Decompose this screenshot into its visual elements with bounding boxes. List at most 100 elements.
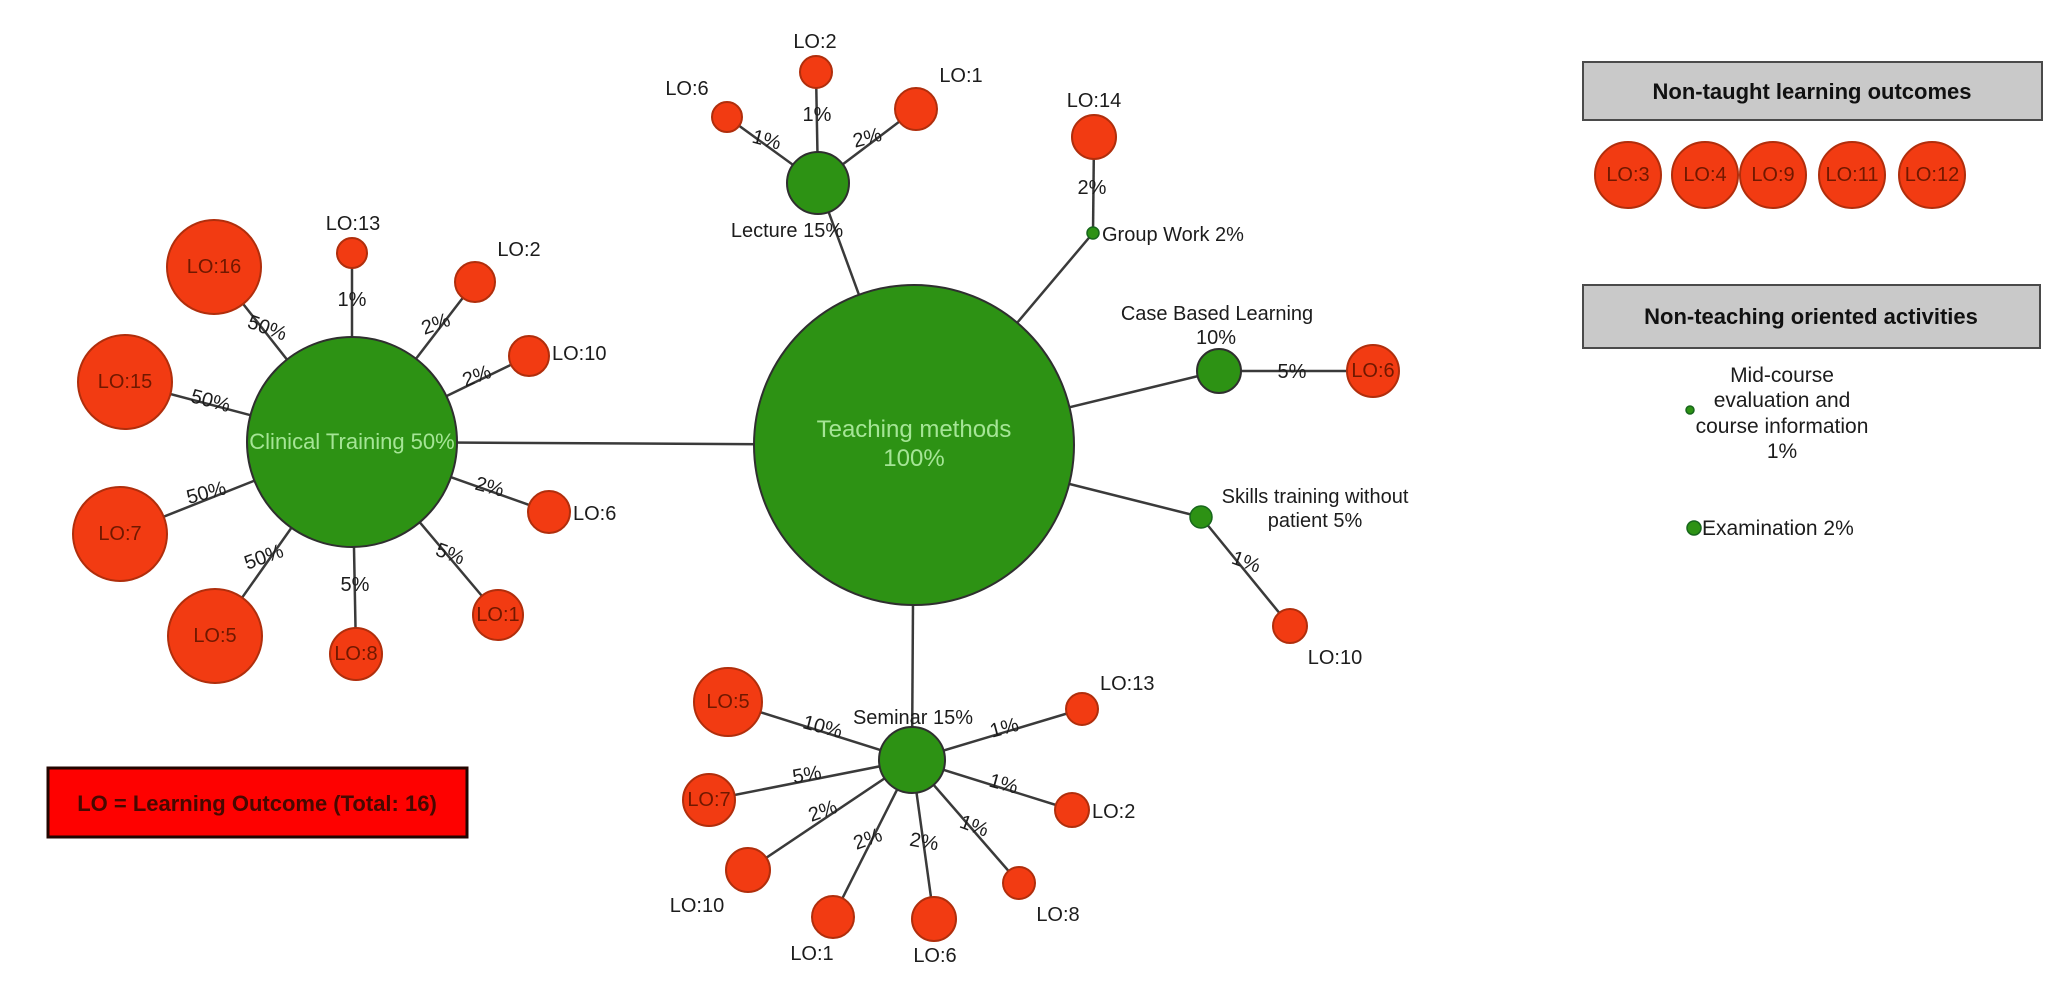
- node-lo16: [166, 219, 262, 315]
- legend-non-taught: Non-taught learning outcomes LO:3 LO:4 L…: [1582, 61, 2043, 209]
- node-label: LO:6: [1351, 360, 1394, 382]
- legend-item-label: course information: [1696, 415, 1869, 438]
- edge-label: 2%: [1078, 177, 1107, 199]
- cluster-clinical-training: Clinical Training 50% LO:16 LO:13 LO:2 L…: [72, 213, 616, 684]
- node-label: LO:7: [98, 523, 141, 545]
- cluster-seminar: Seminar 15% LO:5 LO:7 LO:10 LO:1 LO:6 LO…: [670, 667, 1154, 967]
- node-lo10: [1272, 608, 1308, 644]
- edge-label: 5%: [791, 762, 824, 789]
- node-lo2: [454, 261, 496, 303]
- node-skills-training: [1189, 505, 1213, 529]
- node-label: LO:13: [1100, 673, 1154, 695]
- node-label: LO:2: [497, 239, 540, 261]
- note-label: LO = Learning Outcome (Total: 16): [77, 791, 437, 816]
- edge-label: 1%: [988, 714, 1022, 743]
- edge-label: 1%: [1229, 547, 1264, 578]
- edge-label: 5%: [433, 539, 468, 570]
- node-label: LO:1: [939, 65, 982, 87]
- node-teaching-methods: [753, 284, 1075, 606]
- legend-header-box: [1582, 61, 2043, 121]
- edge-label: 5%: [1278, 361, 1307, 383]
- node-label: LO:7: [687, 789, 730, 811]
- legend-title: Non-taught learning outcomes: [1653, 79, 1972, 104]
- cluster-case-based-learning: Case Based Learning 10% LO:6 5%: [1121, 303, 1400, 398]
- node-label: LO:10: [670, 895, 724, 917]
- node-lo6: [1346, 344, 1400, 398]
- node-label: LO:11: [1826, 164, 1879, 186]
- cluster-group-work: Group Work 2% LO:14 2%: [1067, 90, 1244, 246]
- node-lo5: [167, 588, 263, 684]
- node-lo9: [1739, 141, 1807, 209]
- node-lo8: [329, 627, 383, 681]
- edge-label: 1%: [338, 289, 367, 311]
- node-label: Group Work 2%: [1102, 224, 1244, 246]
- node-lo1: [811, 895, 855, 939]
- node-midcourse-evaluation: [1685, 405, 1695, 415]
- node-lo14: [1071, 114, 1117, 160]
- node-label: LO:6: [573, 503, 616, 525]
- node-case-based-learning: [1196, 348, 1242, 394]
- edge-label: 2%: [851, 824, 886, 855]
- node-label: LO:14: [1067, 90, 1121, 112]
- node-label: LO:5: [193, 625, 236, 647]
- node-lo2: [1054, 792, 1090, 828]
- node-label: LO:8: [334, 643, 377, 665]
- edge-label: 1%: [957, 811, 992, 842]
- legend-non-teaching: Non-teaching oriented activities Mid-cou…: [1582, 284, 2041, 540]
- edge-label: 10%: [800, 711, 845, 743]
- legend-title: Non-teaching oriented activities: [1644, 304, 1978, 329]
- edge-label: 50%: [188, 385, 233, 417]
- node-label: LO:2: [1092, 801, 1135, 823]
- node-label: 100%: [883, 445, 944, 472]
- node-label: LO:12: [1905, 164, 1959, 186]
- node-label: Seminar 15%: [853, 707, 973, 729]
- node-lo12: [1898, 141, 1966, 209]
- node-label: LO:10: [1308, 647, 1362, 669]
- node-lo2: [799, 55, 833, 89]
- node-label: LO:6: [665, 78, 708, 100]
- node-label: LO:3: [1606, 164, 1649, 186]
- node-lo8: [1002, 866, 1036, 900]
- node-label: LO:8: [1036, 904, 1079, 926]
- node-lo10: [508, 335, 550, 377]
- node-label: Skills training without: [1222, 486, 1409, 508]
- node-lecture: [786, 151, 850, 215]
- legend-item-label: 1%: [1767, 440, 1797, 463]
- node-label: LO:13: [326, 213, 380, 235]
- edge-label: 2%: [851, 124, 885, 153]
- node-label: 10%: [1196, 327, 1236, 349]
- cluster-lecture: Lecture 15% LO:6 LO:2 LO:1 1% 1% 2%: [665, 31, 982, 242]
- edge-label: 2%: [908, 829, 941, 856]
- node-label: LO:6: [913, 945, 956, 967]
- node-label: LO:1: [476, 604, 519, 626]
- legend-item-label: Mid-course: [1730, 364, 1834, 387]
- node-label: Clinical Training 50%: [249, 429, 454, 454]
- node-label: Case Based Learning: [1121, 303, 1313, 325]
- node-clinical-training: [246, 336, 458, 548]
- node-seminar: [878, 726, 946, 794]
- edge-label: 50%: [244, 311, 289, 345]
- legend-item-label: Examination 2%: [1702, 517, 1854, 540]
- node-lo7: [72, 486, 168, 582]
- node-lo10: [725, 847, 771, 893]
- edge-label: 2%: [419, 309, 454, 340]
- node-label: LO:16: [187, 256, 241, 278]
- node-label: LO:15: [98, 371, 152, 393]
- node-examination: [1686, 520, 1702, 536]
- node-lo6: [711, 101, 743, 133]
- node-lo13: [1065, 692, 1099, 726]
- node-label: patient 5%: [1268, 510, 1363, 532]
- edge: [1200, 516, 1291, 627]
- node-lo1: [894, 87, 938, 131]
- node-lo1: [472, 589, 524, 641]
- node-lo11: [1818, 141, 1886, 209]
- cluster-teaching: Teaching methods 100%: [753, 284, 1075, 606]
- node-label: Teaching methods: [817, 416, 1012, 443]
- node-lo4: [1671, 141, 1739, 209]
- node-label: LO:10: [552, 343, 606, 365]
- node-label: LO:9: [1751, 164, 1794, 186]
- edge-label: 2%: [806, 796, 841, 827]
- note-box-group: LO = Learning Outcome (Total: 16): [46, 766, 469, 839]
